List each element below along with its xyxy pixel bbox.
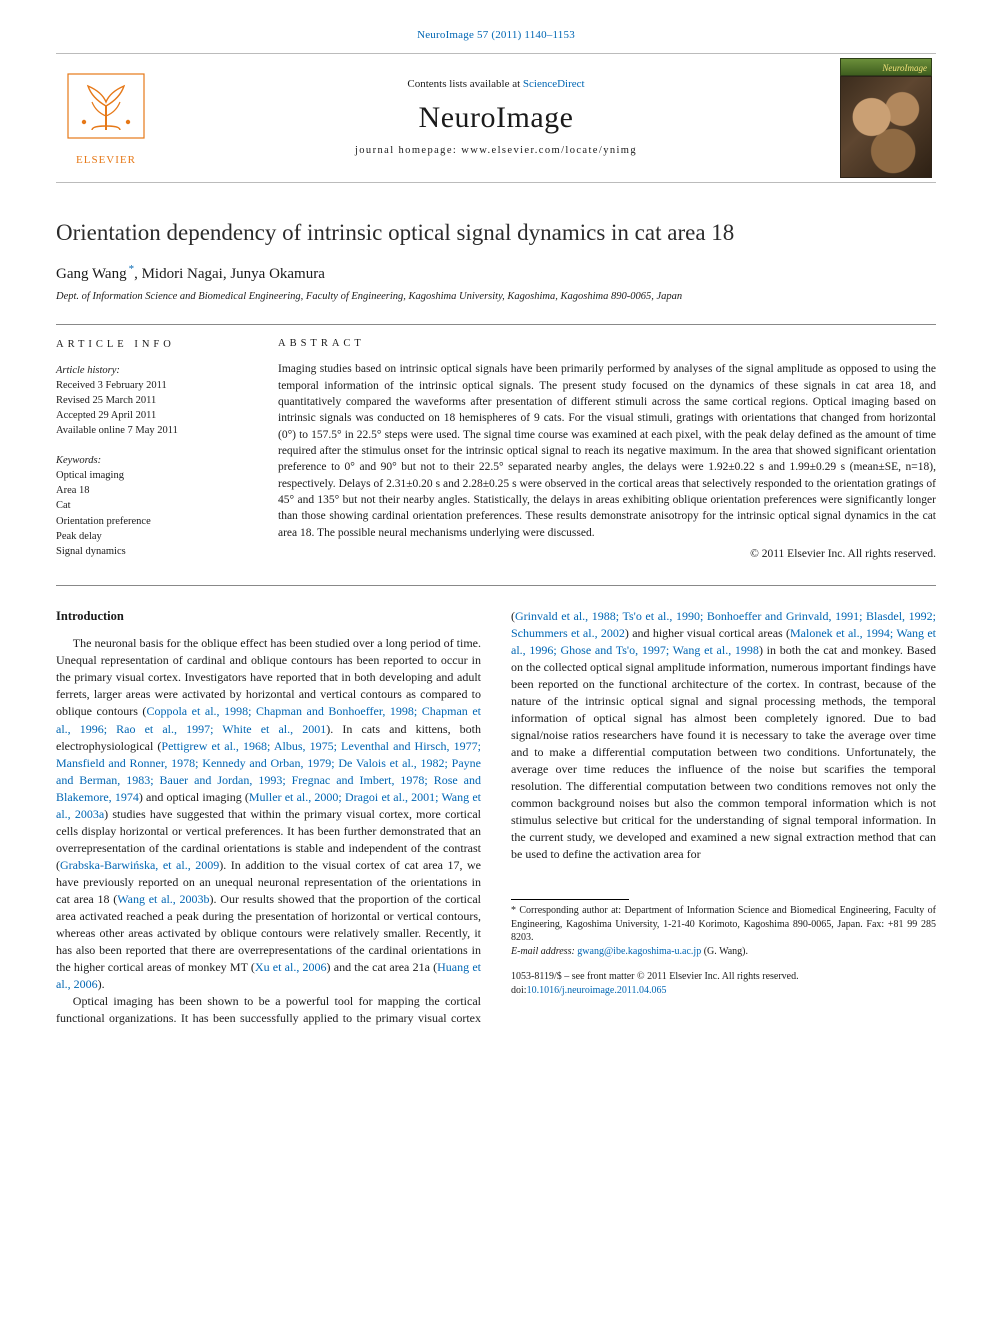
article-title: Orientation dependency of intrinsic opti…: [56, 217, 936, 248]
elsevier-wordmark: ELSEVIER: [62, 153, 150, 168]
doi-link[interactable]: 10.1016/j.neuroimage.2011.04.065: [527, 985, 667, 996]
footer-meta: 1053-8119/$ – see front matter © 2011 El…: [511, 970, 936, 997]
citation-link[interactable]: Grabska-Barwińska, et al., 2009: [60, 858, 219, 872]
history-received: Received 3 February 2011: [56, 378, 242, 393]
affiliation: Dept. of Information Science and Biomedi…: [56, 290, 936, 304]
body-columns: Introduction The neuronal basis for the …: [56, 608, 936, 1027]
abstract-body: Imaging studies based on intrinsic optic…: [278, 361, 936, 541]
email-link[interactable]: gwang@ibe.kagoshima-u.ac.jp: [577, 946, 701, 957]
keywords-label: Keywords:: [56, 453, 242, 468]
email-label: E-mail address:: [511, 946, 577, 957]
journal-header: ELSEVIER Contents lists available at Sci…: [56, 53, 936, 183]
cover-banner: NeuroImage: [840, 58, 932, 76]
journal-name: NeuroImage: [174, 98, 818, 139]
email-suffix: (G. Wang).: [701, 946, 748, 957]
keyword: Orientation preference: [56, 514, 242, 529]
body-text: ) in both the cat and monkey. Based on t…: [511, 643, 936, 861]
rule-mid: [56, 585, 936, 586]
author-list: Gang Wang*, Midori Nagai, Junya Okamura: [56, 262, 936, 284]
doi-prefix: doi:: [511, 985, 527, 996]
issn-line: 1053-8119/$ – see front matter © 2011 El…: [511, 970, 936, 984]
body-text: ) and higher visual cortical areas (: [625, 626, 790, 640]
keyword: Optical imaging: [56, 468, 242, 483]
elsevier-logo: ELSEVIER: [62, 68, 150, 168]
citation-link[interactable]: Wang et al., 2003b: [117, 892, 209, 906]
abstract-block: abstract Imaging studies based on intrin…: [278, 337, 936, 562]
body-text: ). Our results showed that the proportio…: [210, 892, 445, 906]
email-footnote: E-mail address: gwang@ibe.kagoshima-u.ac…: [511, 945, 936, 959]
author-rest: , Midori Nagai, Junya Okamura: [134, 266, 325, 282]
publisher-logo-cell: ELSEVIER: [56, 58, 156, 178]
elsevier-tree-icon: [62, 68, 150, 144]
article-info: article info Article history: Received 3…: [56, 337, 242, 562]
cover-photo: [840, 76, 932, 178]
body-text: ) and optical imaging (: [139, 790, 249, 804]
abstract-heading: abstract: [278, 337, 936, 351]
keyword: Peak delay: [56, 529, 242, 544]
body-paragraph: The neuronal basis for the oblique effec…: [56, 635, 481, 993]
rule-top: [56, 324, 936, 325]
body-text: ).: [98, 977, 105, 991]
keyword: Cat: [56, 498, 242, 513]
history-revised: Revised 25 March 2011: [56, 393, 242, 408]
sciencedirect-link[interactable]: ScienceDirect: [523, 78, 585, 90]
journal-title-cell: Contents lists available at ScienceDirec…: [174, 58, 818, 178]
citation-line: NeuroImage 57 (2011) 1140–1153: [56, 28, 936, 43]
history-accepted: Accepted 29 April 2011: [56, 408, 242, 423]
citation-link[interactable]: Xu et al., 2006: [255, 960, 327, 974]
journal-homepage: journal homepage: www.elsevier.com/locat…: [174, 144, 818, 158]
body-text: ) and the cat area 21a (: [327, 960, 438, 974]
article-info-heading: article info: [56, 337, 242, 352]
contents-prefix: Contents lists available at: [407, 78, 522, 90]
corresponding-footnote: * Corresponding author at: Department of…: [511, 904, 936, 945]
contents-line: Contents lists available at ScienceDirec…: [174, 77, 818, 92]
history-online: Available online 7 May 2011: [56, 423, 242, 438]
cover-thumbnail: NeuroImage: [840, 58, 932, 178]
keyword: Area 18: [56, 483, 242, 498]
doi-line: doi:10.1016/j.neuroimage.2011.04.065: [511, 984, 936, 998]
footnote-block: * Corresponding author at: Department of…: [511, 899, 936, 958]
author-primary: Gang Wang: [56, 266, 127, 282]
footnote-rule: [511, 899, 629, 900]
history-label: Article history:: [56, 363, 242, 378]
abstract-copyright: © 2011 Elsevier Inc. All rights reserved…: [278, 547, 936, 563]
section-heading-introduction: Introduction: [56, 608, 481, 626]
keyword: Signal dynamics: [56, 544, 242, 559]
meta-row: article info Article history: Received 3…: [56, 337, 936, 562]
cover-thumbnail-cell: NeuroImage: [836, 58, 936, 178]
citation-link[interactable]: NeuroImage 57 (2011) 1140–1153: [417, 29, 575, 41]
